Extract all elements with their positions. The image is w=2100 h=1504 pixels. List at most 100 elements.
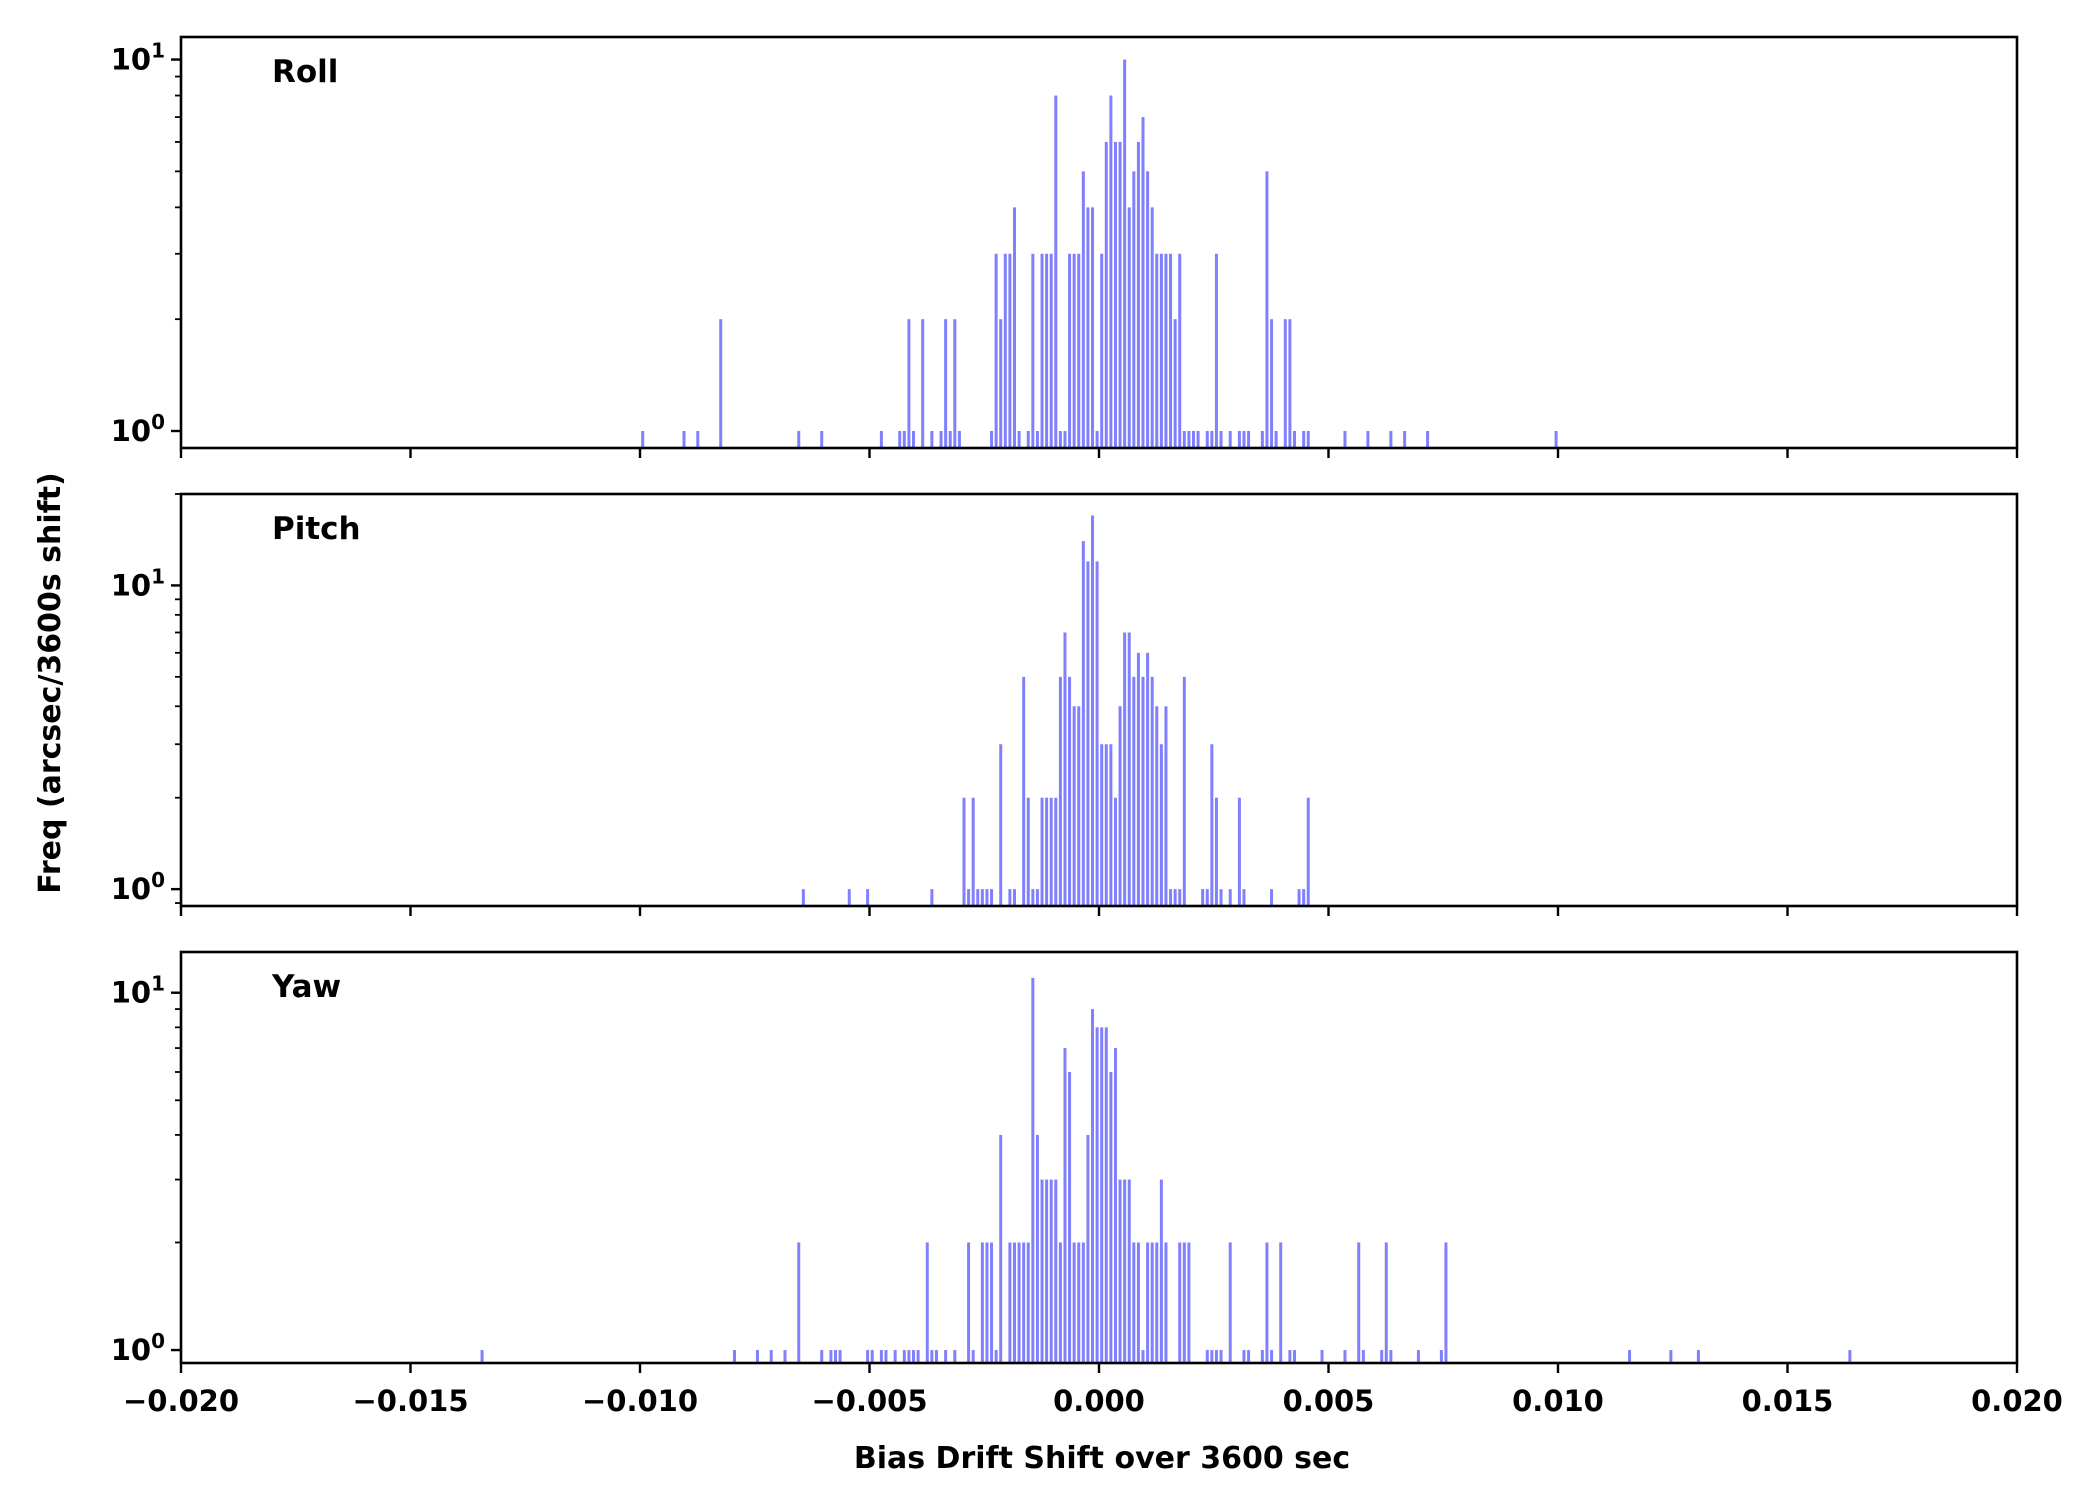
histogram-bar: [1077, 253, 1081, 448]
histogram-bar: [1214, 1350, 1218, 1363]
histogram-bar: [696, 431, 700, 448]
histogram-bar: [1159, 253, 1163, 448]
histogram-bar: [1270, 889, 1274, 906]
panel-label: Roll: [272, 54, 338, 90]
histogram-bar: [1031, 889, 1035, 906]
histogram-bar: [1384, 1242, 1388, 1363]
histogram-bar: [1696, 1350, 1700, 1363]
histogram-bar: [1366, 431, 1370, 448]
x-tick-label: 0.010: [1512, 1384, 1604, 1418]
histogram-bar: [1306, 797, 1310, 906]
histogram-bar: [829, 1350, 833, 1363]
histogram-bar: [1123, 1179, 1127, 1363]
histogram-bar: [801, 889, 805, 906]
histogram-bar: [990, 889, 994, 906]
histogram-bar: [1283, 319, 1287, 448]
histogram-bar: [1127, 1179, 1131, 1363]
histogram-bar: [1357, 1242, 1361, 1363]
histogram-bar: [1228, 1242, 1232, 1363]
histogram-bar: [1187, 1242, 1191, 1363]
histogram-bar: [1022, 676, 1026, 906]
histogram-bar: [1169, 889, 1173, 906]
histogram-bar: [1150, 207, 1154, 448]
x-tick-label: −0.015: [352, 1384, 468, 1418]
histogram-bar: [1017, 1242, 1021, 1363]
histogram-bar: [1247, 1350, 1251, 1363]
histogram-bar: [907, 1350, 911, 1363]
histogram-bar: [1444, 1242, 1448, 1363]
histogram-bar: [1008, 253, 1012, 448]
histogram-bar: [1146, 1242, 1150, 1363]
histogram-bar: [994, 1350, 998, 1363]
x-tick-label: −0.005: [811, 1384, 927, 1418]
histogram-bar: [930, 889, 934, 906]
x-axis-label: Bias Drift Shift over 3600 sec: [854, 1441, 1350, 1476]
histogram-bar: [820, 1350, 824, 1363]
histogram-bar: [1081, 1242, 1085, 1363]
histogram-bar: [1182, 431, 1186, 448]
histogram-bar: [948, 431, 952, 448]
histogram-bar: [1104, 1027, 1108, 1363]
histogram-bar: [719, 319, 723, 448]
histogram-bar: [1058, 1242, 1062, 1363]
histogram-bar: [866, 1350, 870, 1363]
histogram-bar: [1426, 431, 1430, 448]
histogram-bar: [1219, 1350, 1223, 1363]
histogram-bar: [1306, 431, 1310, 448]
x-tick-label: −0.020: [123, 1384, 239, 1418]
histogram-bar: [930, 1350, 934, 1363]
histogram-bar: [1045, 1179, 1049, 1363]
histogram-bar: [944, 1350, 948, 1363]
histogram-bar: [898, 431, 902, 448]
histogram-bar: [1008, 889, 1012, 906]
histogram-bar: [1150, 1242, 1154, 1363]
histogram-bar: [1141, 1350, 1145, 1363]
histogram-bar: [1848, 1350, 1852, 1363]
histogram-bar: [838, 1350, 842, 1363]
histogram-bar: [1118, 141, 1122, 448]
histogram-bar: [1040, 253, 1044, 448]
histogram-bar: [985, 1242, 989, 1363]
histogram-bar: [1247, 431, 1251, 448]
histogram-bar: [1260, 431, 1264, 448]
histogram-bar: [957, 431, 961, 448]
histogram-bar: [1173, 889, 1177, 906]
histogram-bar: [1035, 431, 1039, 448]
histogram-bar: [1100, 253, 1104, 448]
histogram-bar: [1012, 207, 1016, 448]
histogram-bar: [1260, 1350, 1264, 1363]
histogram-bar: [1086, 207, 1090, 448]
histogram-bar: [953, 1350, 957, 1363]
histogram-bar: [1017, 431, 1021, 448]
histogram-bar: [1054, 95, 1058, 448]
histogram-bar: [1150, 676, 1154, 906]
histogram-bar: [953, 319, 957, 448]
histogram-bar: [1040, 1179, 1044, 1363]
histogram-bar: [480, 1350, 484, 1363]
histogram-bar: [682, 431, 686, 448]
histogram-bar: [1403, 431, 1407, 448]
histogram-bar: [912, 1350, 916, 1363]
histogram-bar: [870, 1350, 874, 1363]
histogram-bar: [1104, 744, 1108, 906]
histogram-bar: [1054, 797, 1058, 906]
y-tick-label: 100: [111, 868, 165, 906]
histogram-bar: [1155, 253, 1159, 448]
histogram-bar: [1077, 1242, 1081, 1363]
histogram-bar: [1095, 561, 1099, 906]
histogram-bar: [1292, 431, 1296, 448]
plot-frame: [179, 950, 2019, 1365]
histogram-bar: [1026, 1242, 1030, 1363]
histogram-bar: [1045, 253, 1049, 448]
histogram-bar: [1214, 253, 1218, 448]
histogram-bar: [1095, 1027, 1099, 1363]
histogram-bar: [1155, 706, 1159, 906]
histogram-bar: [1132, 171, 1136, 448]
histogram-bar: [1288, 1350, 1292, 1363]
histogram-bar: [1081, 171, 1085, 448]
histogram-bar: [1072, 1242, 1076, 1363]
y-axis-label: Freq (arcsec/3600s shift): [33, 472, 68, 894]
y-tick-label: 101: [111, 39, 165, 77]
histogram-bar: [1068, 1071, 1072, 1363]
